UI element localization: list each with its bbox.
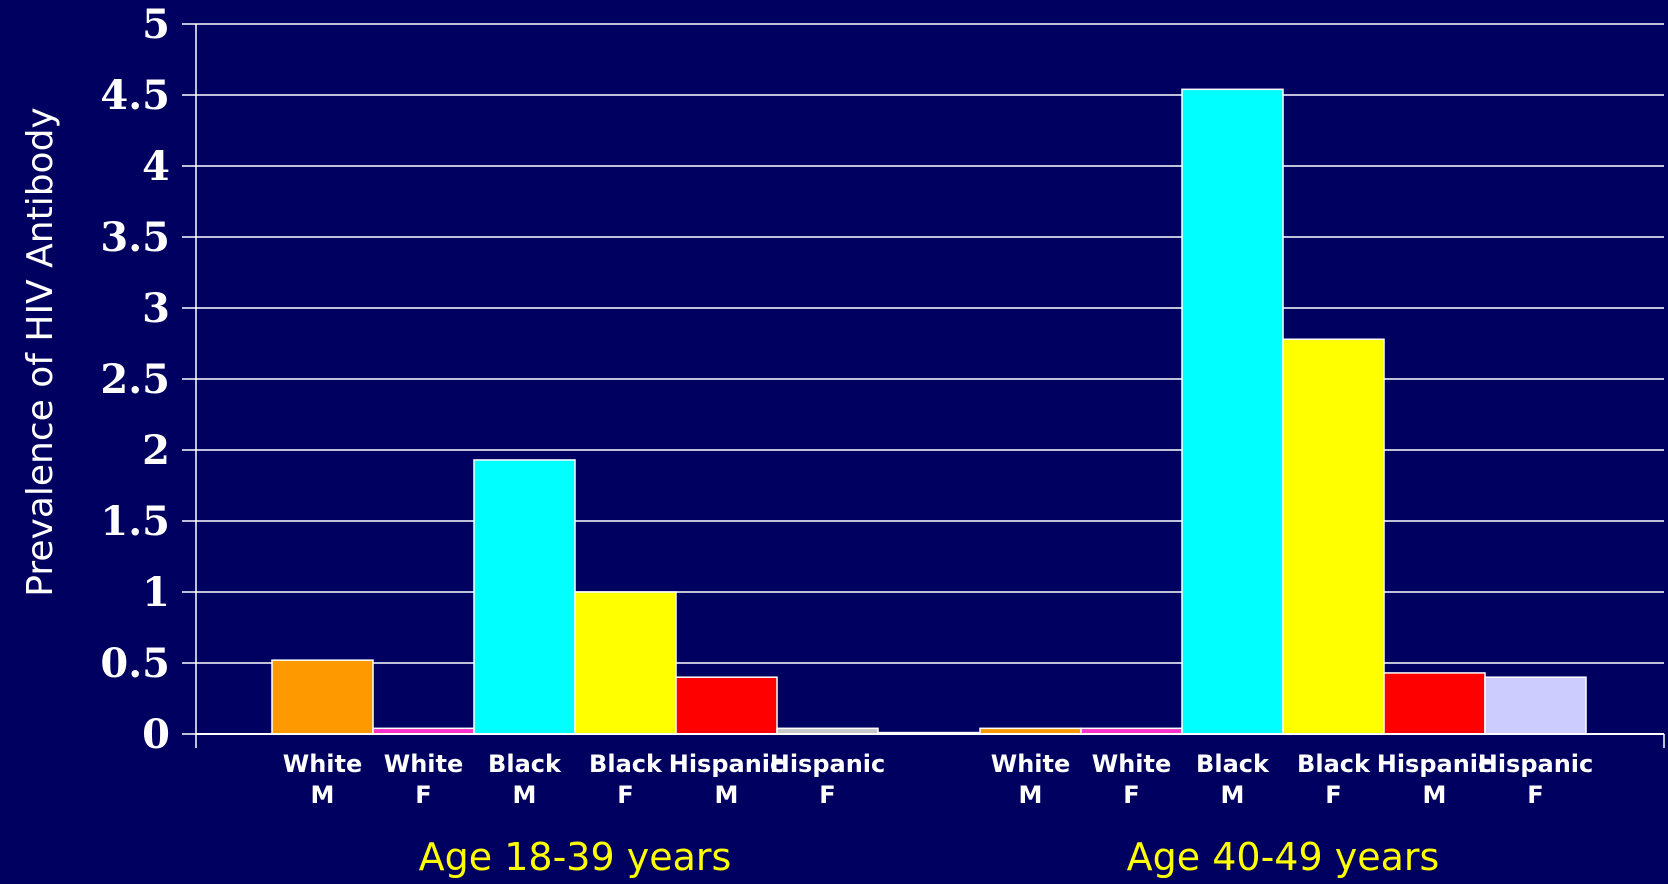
y-tick-label: 3 [142,285,170,332]
x-category-sublabel: M [1019,781,1043,809]
x-category-label: Black [488,750,562,778]
bar-0-0 [271,659,374,735]
bar-0-2 [473,459,576,735]
y-tick-label: 3.5 [100,214,170,261]
y-tick-label: 4 [142,143,170,190]
x-category-label: White [283,750,363,778]
y-tick-label: 1.5 [100,498,170,545]
bar-1-4 [1383,672,1486,735]
bar-1-3 [1282,338,1385,735]
y-axis-title: Prevalence of HIV Antibody [20,107,61,596]
x-category-sublabel: F [819,781,835,809]
x-category-label: Hispanic [770,750,886,778]
x-category-sublabel: F [1527,781,1543,809]
y-tick-label: 2.5 [100,356,170,403]
x-category-sublabel: M [1423,781,1447,809]
y-tick-label: 2 [142,427,170,474]
x-category-sublabel: M [311,781,335,809]
x-category-label: White [1092,750,1172,778]
y-tick-label: 5 [142,1,170,48]
group-label: Age 18-39 years [419,835,732,879]
x-category-label: Hispanic [669,750,785,778]
x-category-sublabel: F [415,781,431,809]
bar-0-3 [574,591,677,735]
x-category-sublabel: F [1123,781,1139,809]
bar-1-5 [1484,676,1587,735]
x-category-label: Black [1196,750,1270,778]
x-category-sublabel: M [1221,781,1245,809]
bar-0-4 [675,676,778,735]
x-category-label: Hispanic [1377,750,1493,778]
x-category-sublabel: M [715,781,739,809]
x-category-sublabel: F [617,781,633,809]
x-category-label: White [384,750,464,778]
x-category-sublabel: F [1325,781,1341,809]
x-category-label: Hispanic [1478,750,1594,778]
x-category-label: Black [1297,750,1371,778]
bar-1-2 [1181,88,1284,735]
group-label: Age 40-49 years [1127,835,1440,879]
y-tick-label: 0 [142,711,170,758]
x-category-label: White [991,750,1071,778]
y-tick-label: 4.5 [100,72,170,119]
x-category-sublabel: M [513,781,537,809]
y-tick-label: 0.5 [100,640,170,687]
x-category-label: Black [589,750,663,778]
y-tick-label: 1 [142,569,170,616]
